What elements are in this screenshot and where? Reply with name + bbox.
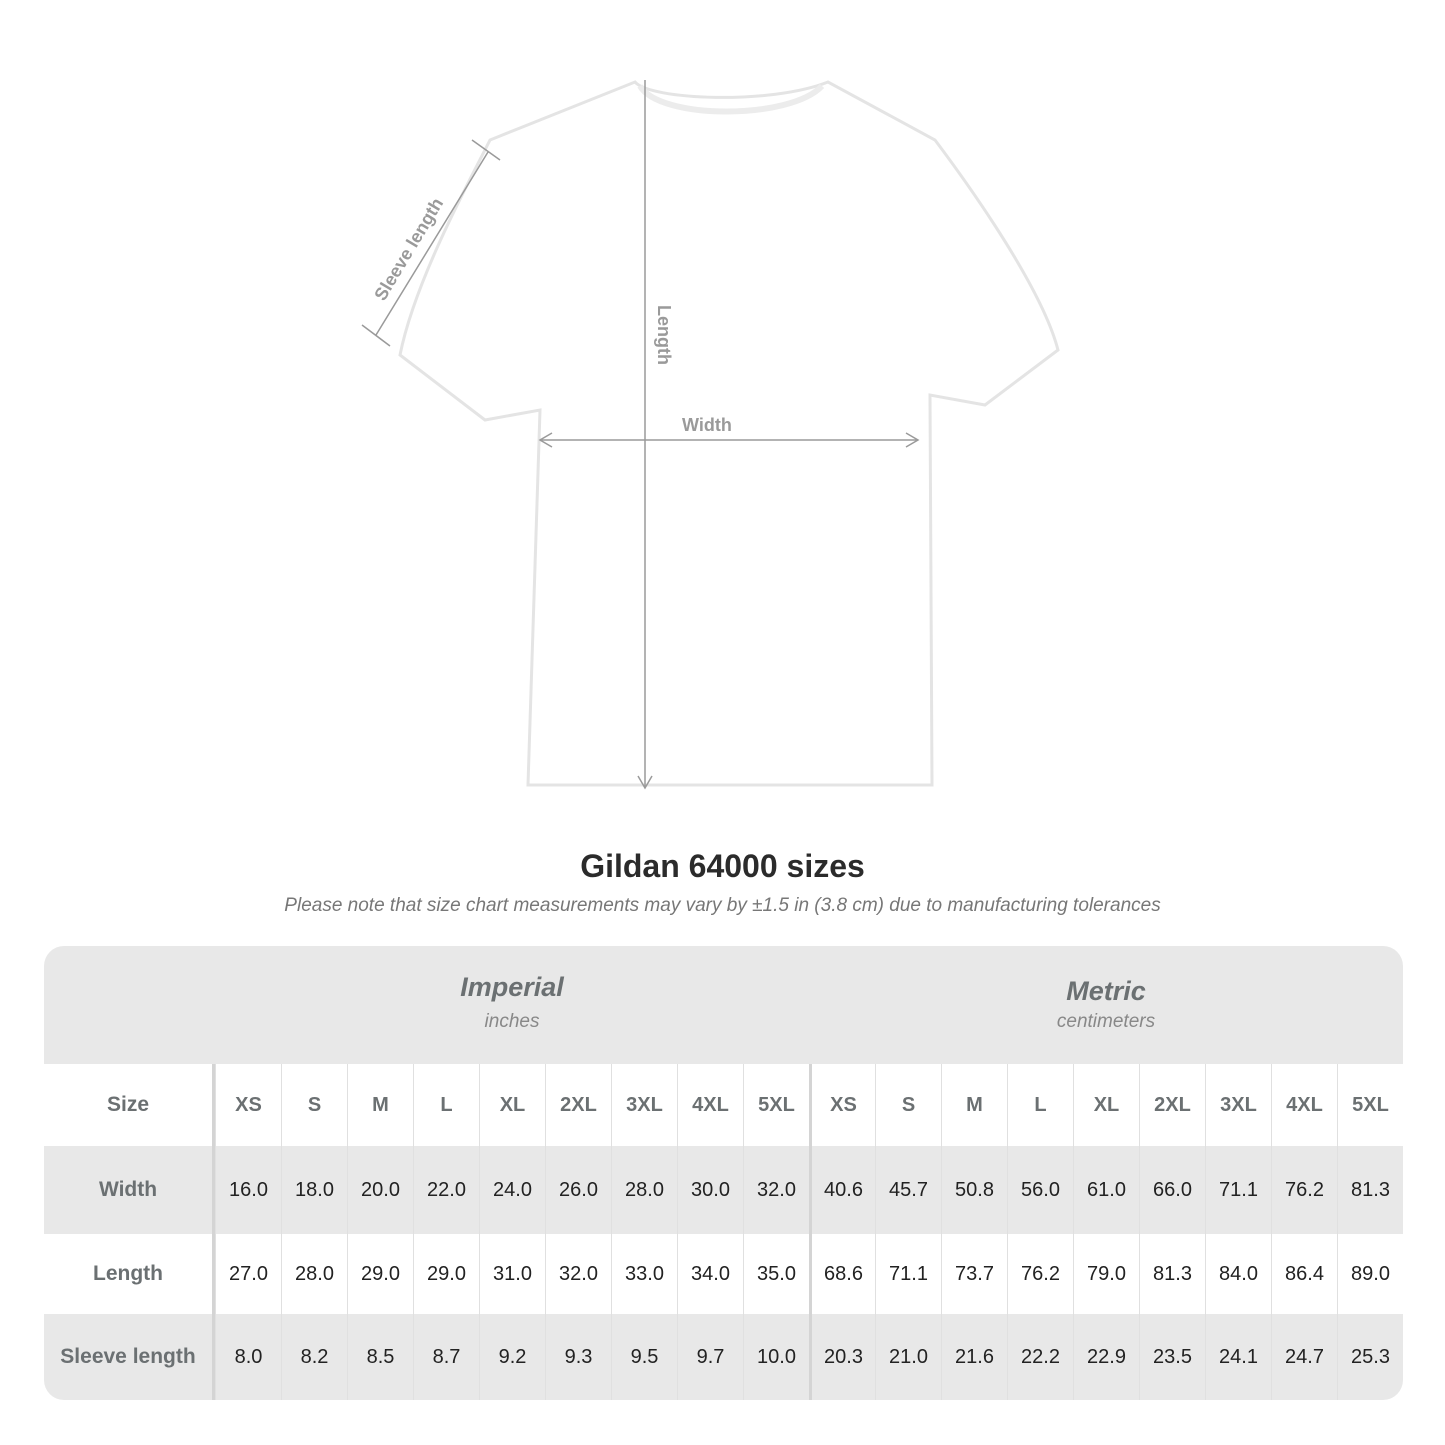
size-header-row: Size XS S M L XL 2XL 3XL 4XL 5XL XS S M L XL 2XL 3XL 4XL 5… (44, 1064, 1403, 1146)
sleeve-measure-line (375, 151, 489, 336)
metric-title: Metric (1066, 976, 1146, 1006)
tshirt-collar (637, 83, 825, 115)
imperial-value-cell: 24.0 (479, 1146, 545, 1234)
imperial-value-cell: 8.2 (281, 1314, 347, 1400)
length-arrow-icon (637, 775, 653, 790)
metric-value-cell: 22.9 (1073, 1314, 1139, 1400)
imperial-value-cell: 8.5 (347, 1314, 413, 1400)
imperial-value-cell: 26.0 (545, 1146, 611, 1234)
imperial-value-cell: 27.0 (215, 1234, 281, 1314)
metric-size-5XL: 5XL (1337, 1064, 1403, 1146)
metric-value-cell: 24.1 (1205, 1314, 1271, 1400)
metric-value-cell: 25.3 (1337, 1314, 1403, 1400)
metric-size-L: L (1007, 1064, 1073, 1146)
imperial-value-cell: 30.0 (677, 1146, 743, 1234)
imperial-value-cell: 31.0 (479, 1234, 545, 1314)
metric-value-cell: 76.2 (1271, 1146, 1337, 1234)
size-label: Size (44, 1064, 215, 1146)
tolerance-note: Please note that size chart measurements… (284, 895, 1161, 916)
metric-value-cell: 45.7 (875, 1146, 941, 1234)
metric-value-cell: 84.0 (1205, 1234, 1271, 1314)
length-label: Length (654, 305, 674, 365)
metric-unit: centimeters (1056, 1011, 1156, 1032)
imperial-value-cell: 18.0 (281, 1146, 347, 1234)
imperial-value-cell: 29.0 (347, 1234, 413, 1314)
metric-value-cell: 40.6 (809, 1146, 875, 1234)
chart-title: Gildan 64000 sizes (580, 848, 865, 884)
width-label: Width (682, 415, 732, 435)
imperial-size-3XL: 3XL (611, 1064, 677, 1146)
imperial-value-cell: 28.0 (281, 1234, 347, 1314)
metric-value-cell: 71.1 (875, 1234, 941, 1314)
metric-value-cell: 79.0 (1073, 1234, 1139, 1314)
metric-size-XL: XL (1073, 1064, 1139, 1146)
imperial-header: Imperial inches (215, 946, 809, 1064)
metric-value-cell: 22.2 (1007, 1314, 1073, 1400)
metric-size-XS: XS (809, 1064, 875, 1146)
row-label: Length (44, 1234, 215, 1314)
metric-value-cell: 56.0 (1007, 1146, 1073, 1234)
metric-value-cell: 61.0 (1073, 1146, 1139, 1234)
imperial-size-5XL: 5XL (743, 1064, 809, 1146)
metric-value-cell: 81.3 (1337, 1146, 1403, 1234)
metric-size-M: M (941, 1064, 1007, 1146)
metric-value-cell: 23.5 (1139, 1314, 1205, 1400)
imperial-unit: inches (484, 1011, 540, 1032)
imperial-value-cell: 9.3 (545, 1314, 611, 1400)
imperial-value-cell: 34.0 (677, 1234, 743, 1314)
imperial-size-L: L (413, 1064, 479, 1146)
imperial-size-S: S (281, 1064, 347, 1146)
imperial-value-cell: 9.7 (677, 1314, 743, 1400)
imperial-value-cell: 8.7 (413, 1314, 479, 1400)
metric-size-3XL: 3XL (1205, 1064, 1271, 1146)
metric-value-cell: 21.6 (941, 1314, 1007, 1400)
row-label: Sleeve length (44, 1314, 215, 1400)
imperial-title: Imperial (460, 972, 564, 1002)
imperial-value-cell: 32.0 (545, 1234, 611, 1314)
metric-value-cell: 86.4 (1271, 1234, 1337, 1314)
row-label: Width (44, 1146, 215, 1234)
imperial-value-cell: 32.0 (743, 1146, 809, 1234)
imperial-value-cell: 9.5 (611, 1314, 677, 1400)
metric-value-cell: 81.3 (1139, 1234, 1205, 1314)
metric-value-cell: 20.3 (809, 1314, 875, 1400)
size-table: Imperial inches Metric centimeters Size X… (44, 946, 1403, 1400)
metric-value-cell: 21.0 (875, 1314, 941, 1400)
imperial-value-cell: 22.0 (413, 1146, 479, 1234)
imperial-value-cell: 28.0 (611, 1146, 677, 1234)
imperial-value-cell: 16.0 (215, 1146, 281, 1234)
imperial-value-cell: 9.2 (479, 1314, 545, 1400)
table-row: Length 27.0 28.0 29.0 29.0 31.0 32.0 33.0 34.0 35… (44, 1234, 1403, 1314)
metric-value-cell: 24.7 (1271, 1314, 1337, 1400)
imperial-size-XS: XS (215, 1064, 281, 1146)
metric-value-cell: 68.6 (809, 1234, 875, 1314)
tshirt-diagram: Sleeve length Length Width (361, 80, 1060, 790)
metric-value-cell: 71.1 (1205, 1146, 1271, 1234)
imperial-value-cell: 20.0 (347, 1146, 413, 1234)
metric-value-cell: 50.8 (941, 1146, 1007, 1234)
imperial-size-M: M (347, 1064, 413, 1146)
imperial-value-cell: 29.0 (413, 1234, 479, 1314)
imperial-size-2XL: 2XL (545, 1064, 611, 1146)
metric-value-cell: 66.0 (1139, 1146, 1205, 1234)
table-row: Sleeve length 8.0 8.2 8.5 8.7 9.2 9.3 9.5 9.7 10.… (44, 1314, 1403, 1400)
width-arrow-icon (538, 432, 920, 448)
metric-size-4XL: 4XL (1271, 1064, 1337, 1146)
metric-value-cell: 73.7 (941, 1234, 1007, 1314)
imperial-value-cell: 33.0 (611, 1234, 677, 1314)
imperial-size-4XL: 4XL (677, 1064, 743, 1146)
metric-size-2XL: 2XL (1139, 1064, 1205, 1146)
table-row: Width 16.0 18.0 20.0 22.0 24.0 26.0 28.0 30.0 32.… (44, 1146, 1403, 1234)
imperial-size-XL: XL (479, 1064, 545, 1146)
imperial-value-cell: 35.0 (743, 1234, 809, 1314)
tshirt-illustration (398, 80, 1060, 787)
metric-value-cell: 89.0 (1337, 1234, 1403, 1314)
imperial-value-cell: 8.0 (215, 1314, 281, 1400)
metric-header: Metric centimeters (809, 946, 1403, 1064)
metric-value-cell: 76.2 (1007, 1234, 1073, 1314)
imperial-value-cell: 10.0 (743, 1314, 809, 1400)
metric-size-S: S (875, 1064, 941, 1146)
